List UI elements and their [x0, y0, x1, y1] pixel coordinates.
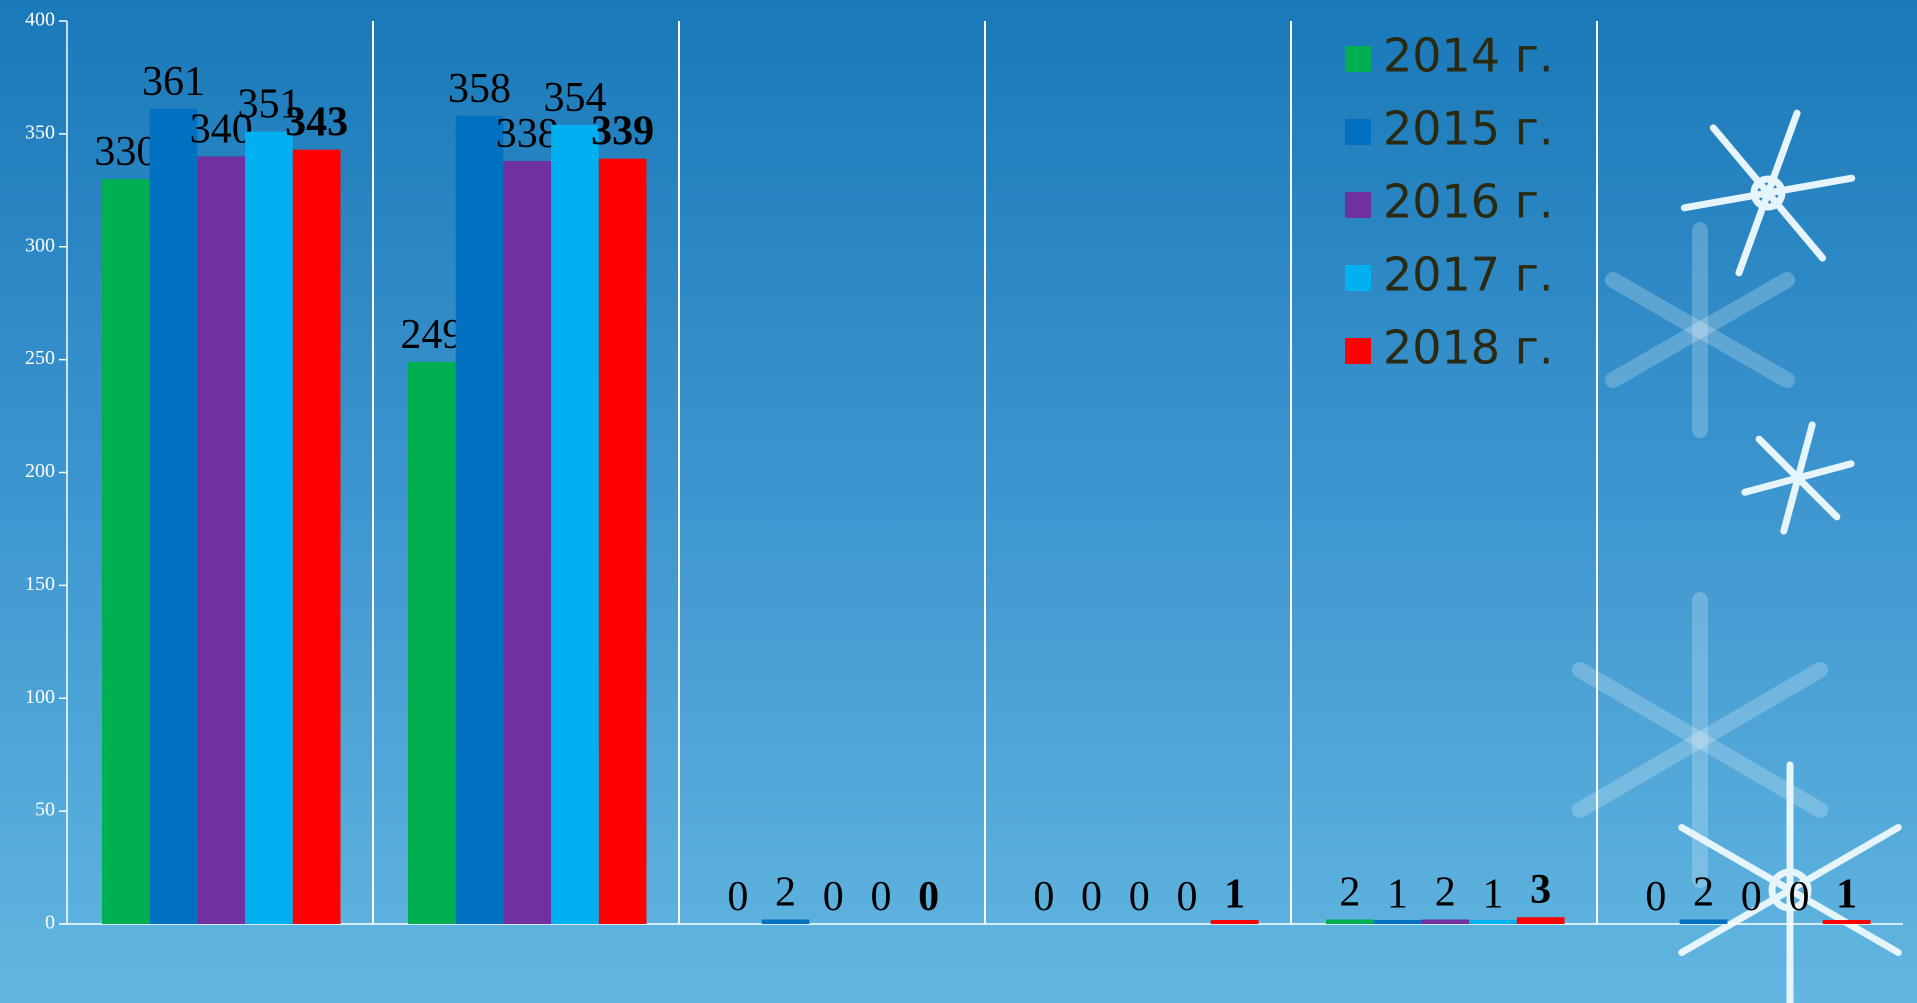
- legend-swatch: [1345, 338, 1371, 364]
- y-tick-label: 350: [25, 121, 55, 143]
- bar: [1421, 919, 1470, 924]
- bar: [197, 156, 246, 924]
- data-label: 0: [870, 874, 891, 920]
- legend-swatch: [1345, 119, 1371, 145]
- snowflake: [1741, 421, 1855, 535]
- y-tick-label: 150: [25, 573, 55, 595]
- bar: [408, 361, 456, 924]
- bar: [1326, 919, 1374, 924]
- data-label: 0: [1645, 874, 1666, 920]
- data-label: 3: [1530, 867, 1551, 913]
- legend-label: 2018 г.: [1383, 321, 1553, 375]
- data-label: 0: [1741, 874, 1762, 920]
- data-label: 351: [237, 82, 300, 128]
- snowflake-decoration: [1572, 222, 1828, 888]
- data-label: 338: [496, 111, 559, 157]
- bar: [1516, 917, 1565, 924]
- bar: [455, 115, 504, 924]
- data-label: 0: [1176, 874, 1197, 920]
- snowflake: [1680, 109, 1856, 277]
- legend-label: 2014 г.: [1383, 29, 1553, 83]
- bar: [149, 109, 198, 925]
- bar: [1822, 920, 1871, 924]
- legend-label: 2015 г.: [1383, 102, 1553, 156]
- bar: [1373, 920, 1422, 924]
- data-label: 249: [400, 312, 463, 358]
- legend-label: 2016 г.: [1383, 175, 1553, 229]
- data-label: 354: [543, 75, 606, 121]
- data-label: 0: [1033, 874, 1054, 920]
- y-tick-label: 200: [25, 460, 55, 482]
- data-label: 2: [1339, 869, 1360, 915]
- data-label: 340: [190, 106, 253, 152]
- data-label: 2: [775, 869, 796, 915]
- data-label: 361: [142, 59, 205, 105]
- bar: [245, 131, 293, 924]
- legend-swatch: [1345, 265, 1371, 291]
- data-label: 330: [94, 129, 157, 175]
- bar: [292, 149, 341, 925]
- bar: [761, 919, 810, 924]
- bar: [551, 124, 599, 925]
- bar: [598, 158, 647, 924]
- y-tick-label: 300: [25, 234, 55, 256]
- y-tick-label: 0: [45, 912, 55, 934]
- data-label: 1: [1482, 872, 1503, 918]
- bar: [1679, 919, 1728, 924]
- data-label: 2: [1693, 869, 1714, 915]
- y-tick-label: 250: [25, 347, 55, 369]
- snowflake: [1678, 761, 1902, 1003]
- data-label: 0: [727, 874, 748, 920]
- y-tick-label: 100: [25, 686, 55, 708]
- bar: [503, 160, 552, 925]
- legend-swatch: [1345, 192, 1371, 218]
- legend-label: 2017 г.: [1383, 248, 1553, 302]
- data-label: 1: [1224, 872, 1245, 918]
- data-label: 358: [448, 66, 511, 112]
- data-label: 2: [1435, 869, 1456, 915]
- data-label: 343: [285, 100, 348, 146]
- y-tick-label: 400: [25, 9, 55, 31]
- bar: [1210, 920, 1259, 924]
- data-label: 0: [1081, 874, 1102, 920]
- bar: [102, 179, 150, 924]
- data-label: 0: [823, 874, 844, 920]
- data-label: 339: [591, 109, 654, 155]
- data-label: 0: [1129, 874, 1150, 920]
- data-label: 1: [1387, 872, 1408, 918]
- data-label: 1: [1836, 872, 1857, 918]
- data-label: 0: [1788, 874, 1809, 920]
- legend-swatch: [1345, 46, 1371, 72]
- data-label: 0: [918, 874, 939, 920]
- y-tick-label: 50: [35, 799, 55, 821]
- bar: [1469, 920, 1517, 924]
